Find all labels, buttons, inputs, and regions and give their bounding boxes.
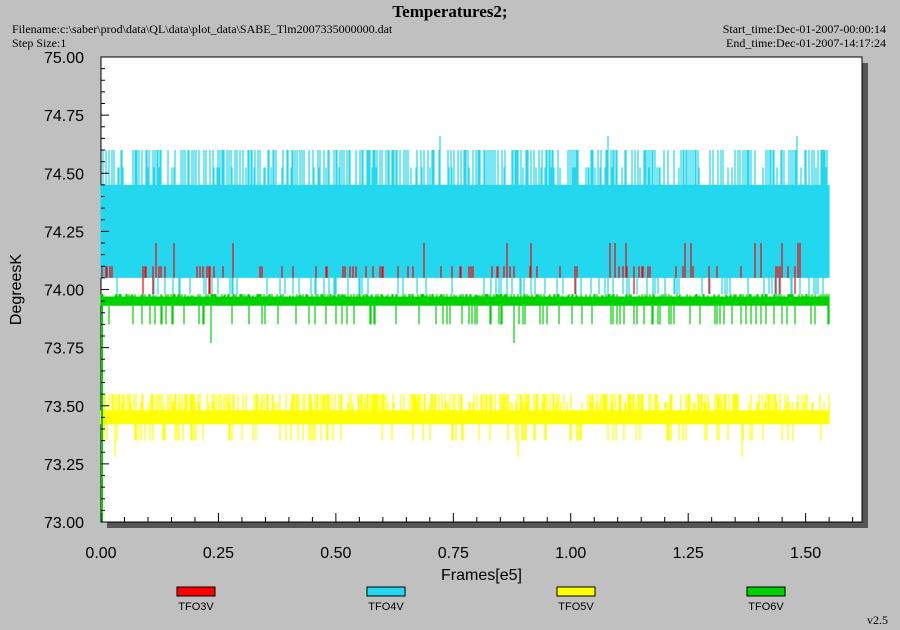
version-label: v2.5 [867, 613, 888, 627]
start-time-label: Start_time:Dec-01-2007-00:00:14 [722, 22, 886, 36]
y-tick-label: 73.75 [44, 341, 84, 358]
series-tfo6v [100, 294, 830, 343]
legend-label-tfo3v: TFO3V [178, 601, 214, 613]
step-size-label: Step Size:1 [12, 36, 67, 50]
y-tick-label: 73.25 [44, 457, 84, 474]
x-axis-label: Frames[e5] [441, 567, 522, 584]
x-tick-label: 0.25 [203, 545, 234, 562]
legend-swatch-tfo4v [366, 586, 406, 597]
y-tick-label: 73.50 [44, 399, 84, 416]
legend-label-tfo6v: TFO6V [748, 601, 784, 613]
y-tick-label: 74.50 [44, 166, 84, 183]
y-tick-label: 75.00 [44, 50, 84, 67]
chart-title: Temperatures2; [392, 2, 508, 21]
y-tick-label: 73.00 [44, 515, 84, 532]
series-line-tfo3v [101, 243, 801, 295]
end-time-label: End_time:Dec-01-2007-14:17:24 [726, 36, 886, 50]
legend-swatch-tfo6v [746, 586, 786, 597]
x-tick-label: 1.25 [673, 545, 704, 562]
filename-label: Filename:c:\saber\prod\data\QL\data\plot… [12, 22, 393, 36]
plot-area [100, 56, 863, 523]
y-tick-label: 74.75 [44, 108, 84, 125]
y-tick-label: 74.25 [44, 224, 84, 241]
legend-label-tfo4v: TFO4V [368, 601, 404, 613]
y-tick-label: 74.00 [44, 283, 84, 300]
legend-swatch-tfo5v [556, 586, 596, 597]
x-tick-label: 0.00 [85, 545, 116, 562]
legend-label-tfo5v: TFO5V [558, 601, 594, 613]
x-tick-label: 0.50 [320, 545, 351, 562]
series-line-tfo6v [100, 294, 830, 343]
x-tick-label: 1.50 [790, 545, 821, 562]
y-axis-label: DegreesK [8, 254, 25, 325]
legend-swatch-tfo3v [176, 586, 216, 597]
series-tfo3v [101, 243, 801, 295]
x-tick-label: 0.75 [438, 545, 469, 562]
x-tick-label: 1.00 [555, 545, 586, 562]
